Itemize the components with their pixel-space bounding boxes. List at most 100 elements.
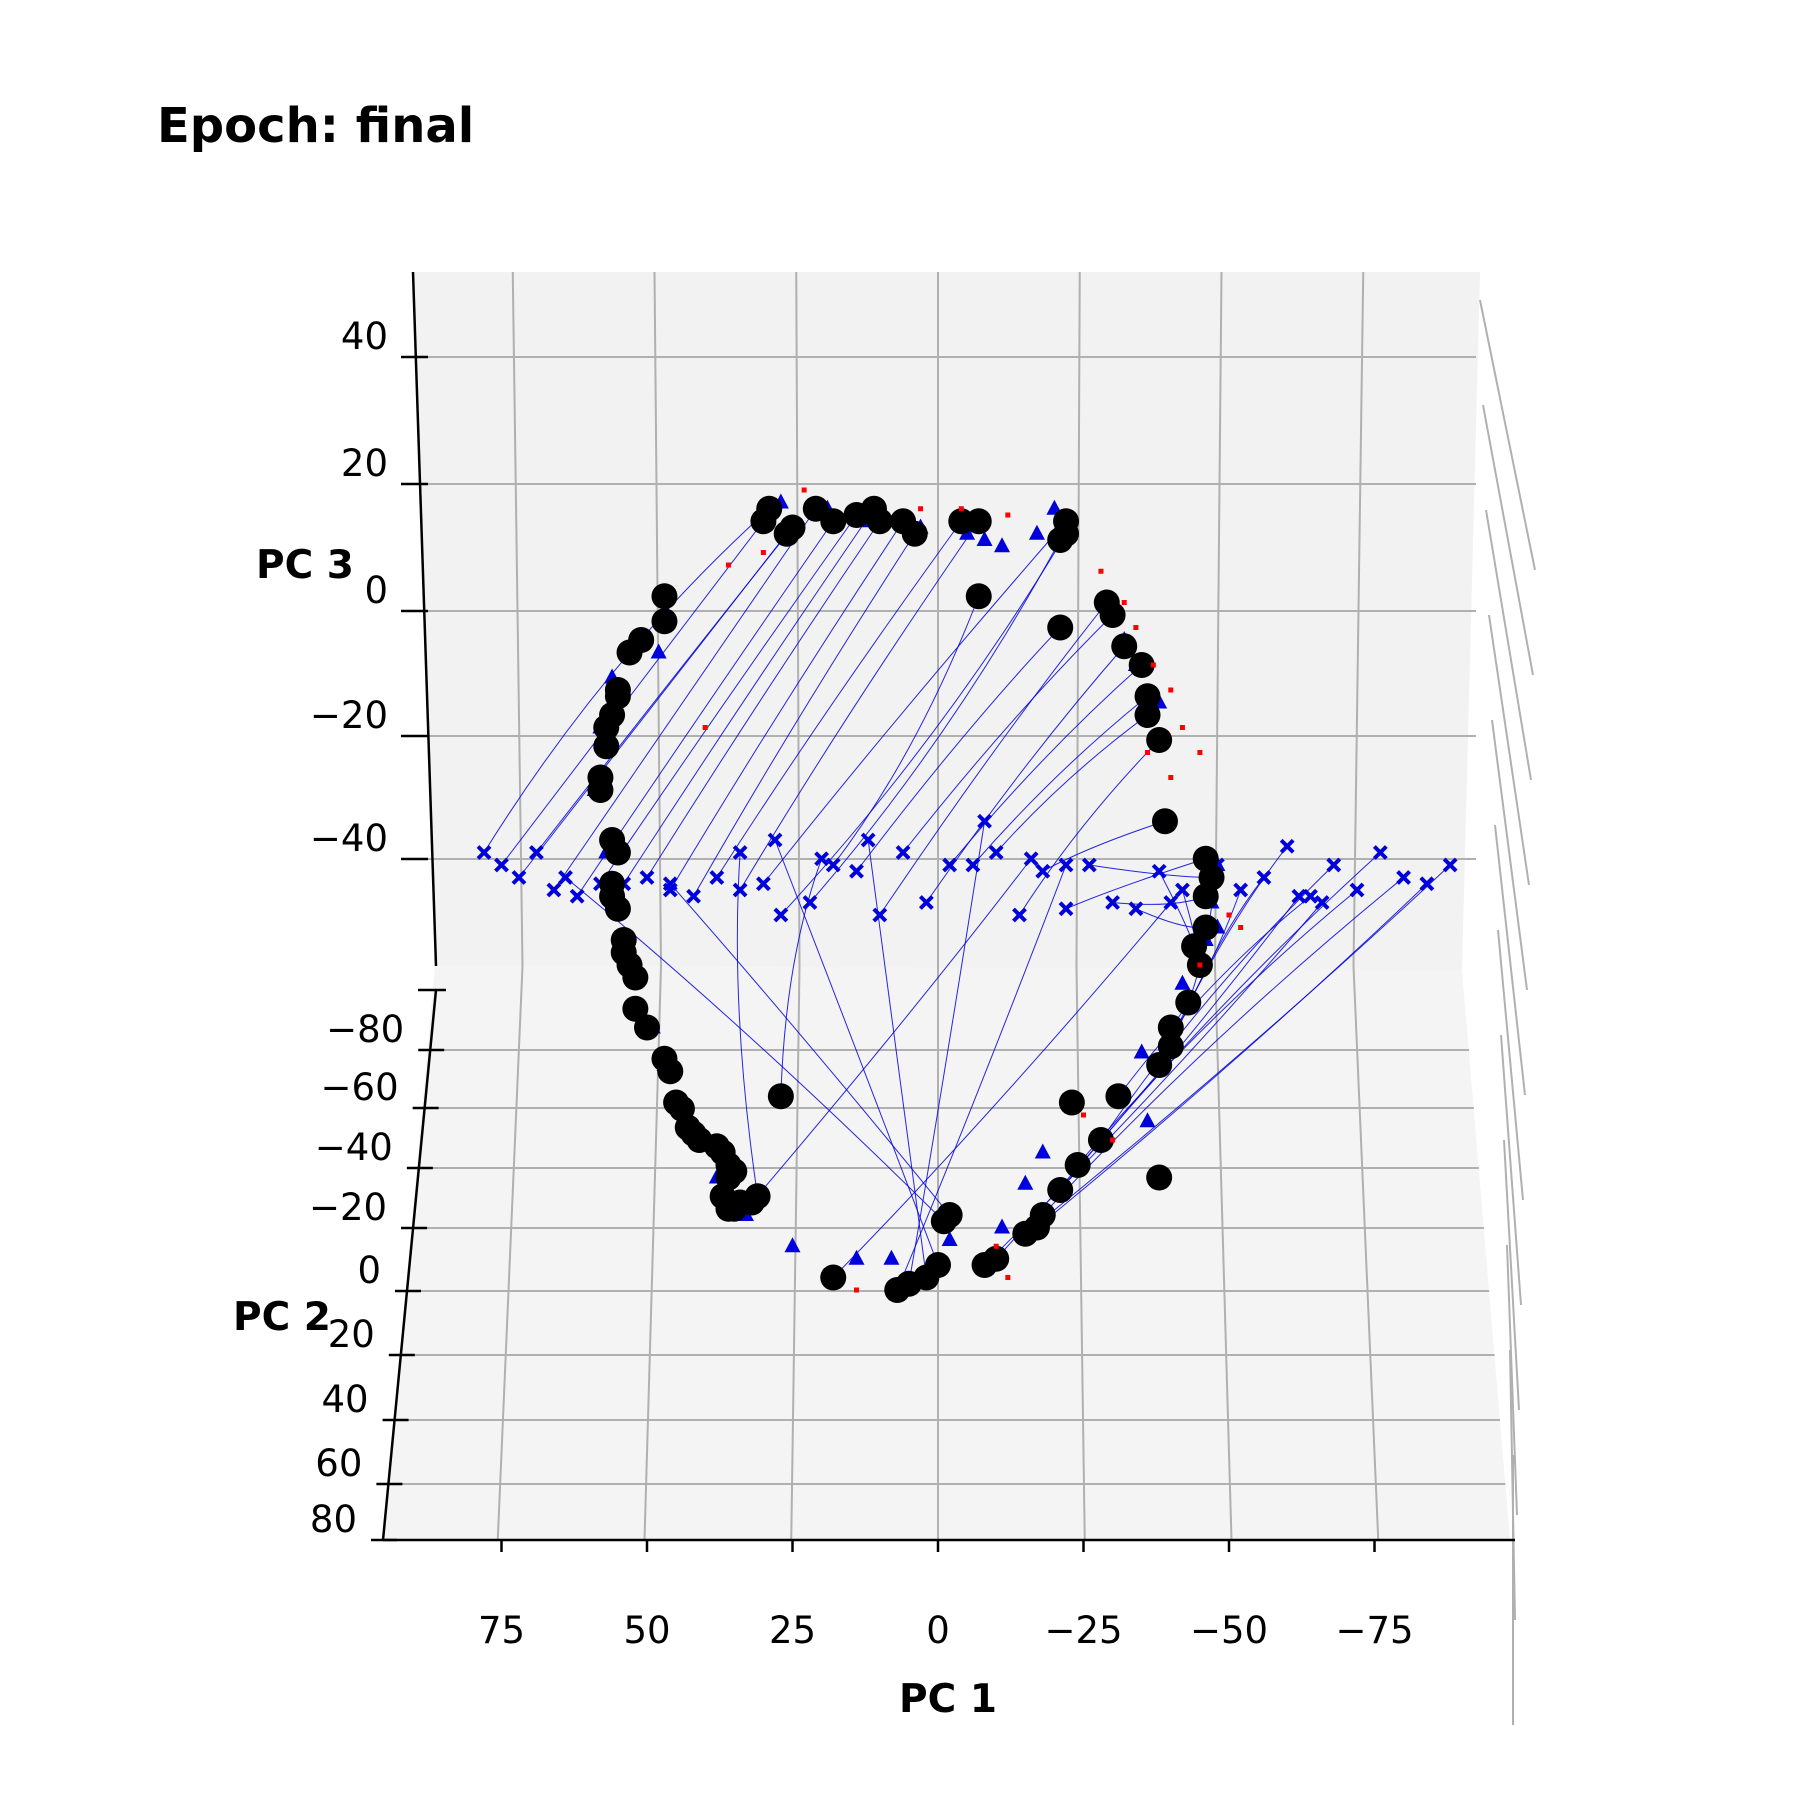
data-point-circle-93	[1058, 1089, 1085, 1116]
data-point-circle-20	[1111, 633, 1138, 660]
data-point-x-24	[1012, 907, 1027, 923]
data-point-x-45	[767, 832, 783, 848]
data-point-x-15	[802, 895, 818, 910]
y-tick-label-5: −20	[309, 1186, 387, 1229]
data-point-x-0	[476, 845, 492, 860]
data-point-circle-84	[593, 733, 620, 760]
data-point-square_small-1	[918, 506, 924, 512]
data-point-x-43	[1291, 888, 1307, 904]
grid-line-pc1-back-2	[795, 271, 801, 967]
data-point-circle-3	[779, 514, 806, 541]
data-point-circle-92	[651, 583, 678, 610]
back-pane	[413, 272, 1480, 970]
x-tick-label-3: 0	[926, 1609, 950, 1652]
trajectory-line-21	[949, 664, 1143, 866]
y-axis-title: PC 2	[233, 1295, 331, 1340]
data-point-triangle-20	[941, 1231, 958, 1246]
data-point-x-3	[529, 845, 544, 860]
data-point-circle-52	[767, 1083, 794, 1110]
trajectory-line-18	[879, 602, 1108, 916]
data-point-square_small-13	[1081, 1112, 1086, 1118]
data-point-circle-28	[1192, 883, 1219, 910]
data-point-square_small-23	[1197, 962, 1203, 968]
data-point-circle-72	[622, 995, 649, 1022]
data-point-square_small-4	[1098, 568, 1104, 574]
trajectory-line-19	[902, 614, 1113, 853]
data-point-circle-79	[599, 870, 626, 897]
data-point-x-52	[814, 851, 830, 867]
data-point-x-37	[1326, 857, 1342, 873]
trajectory-line-4	[553, 508, 817, 891]
data-point-x-35	[1279, 838, 1295, 854]
data-point-x-38	[1349, 882, 1365, 898]
data-point-x-10	[686, 888, 701, 904]
x-tick-label-1: 50	[623, 1609, 670, 1652]
data-point-circle-37	[1087, 1127, 1114, 1153]
trajectory-line-51	[669, 883, 951, 1216]
data-point-x-11	[709, 870, 725, 885]
z-tick-label-4: −40	[310, 817, 388, 860]
y-tick-label-4: 0	[357, 1249, 381, 1292]
data-point-circle-88	[604, 677, 631, 703]
data-point-square_small-6	[1133, 625, 1139, 630]
data-point-circle-42	[1012, 1220, 1039, 1247]
data-point-x-28	[1105, 895, 1121, 910]
data-point-circle-16	[965, 583, 992, 610]
data-point-x-13	[755, 876, 771, 892]
data-point-circle-8	[866, 508, 893, 535]
x-axis-title: PC 1	[899, 1677, 997, 1722]
trajectory-line-52	[780, 858, 823, 1097]
trajectory-line-23	[995, 714, 1148, 853]
data-point-x-20	[918, 895, 934, 910]
data-point-x-31	[1175, 882, 1190, 898]
data-point-circle-90	[628, 627, 655, 653]
data-point-x-21	[942, 857, 958, 873]
y-tick-label-7: −60	[321, 1066, 399, 1109]
data-point-square_small-12	[1238, 925, 1244, 930]
data-point-circle-81	[599, 827, 626, 853]
grid-line-pc1-back-4	[1075, 271, 1081, 967]
data-point-triangle-39	[1139, 1112, 1156, 1128]
trajectory-line-26	[1065, 858, 1206, 910]
z-tick-label-1: 20	[341, 442, 388, 485]
y-axis-line	[381, 989, 438, 1541]
chart-markers	[476, 487, 1458, 1303]
y-tick-label-2: 40	[321, 1378, 368, 1421]
data-point-x-18	[872, 907, 888, 923]
data-point-square_small-9	[1179, 725, 1185, 730]
data-point-x-16	[825, 857, 841, 873]
data-point-x-49	[1163, 895, 1179, 910]
data-point-triangle-7	[1028, 524, 1045, 540]
data-point-x-27	[1081, 857, 1097, 873]
data-point-circle-1	[750, 508, 777, 535]
data-point-circle-22	[1134, 683, 1161, 710]
trajectory-line-41	[1036, 883, 1428, 1228]
trajectory-line-15	[809, 539, 1061, 903]
data-point-x-44	[1314, 895, 1330, 910]
data-point-x-34	[1256, 870, 1272, 885]
data-point-x-51	[662, 876, 678, 892]
data-point-x-33	[1233, 882, 1249, 898]
z-tick-label-2: 0	[364, 569, 388, 612]
data-point-x-36	[1303, 888, 1318, 904]
data-point-circle-25	[1151, 808, 1178, 835]
trajectory-line-8	[646, 520, 881, 878]
data-point-x-4	[546, 882, 562, 898]
data-point-circle-10	[901, 520, 928, 547]
data-point-square_small-14	[1110, 1137, 1116, 1143]
grid-line-pc1-back-0	[511, 271, 524, 967]
data-point-circle-39	[1047, 1177, 1074, 1203]
y-tick-label-1: 60	[315, 1442, 362, 1485]
grid-line-side-5	[1494, 824, 1526, 1096]
data-point-x-14	[773, 907, 789, 923]
chart-ticks: 75 50 25 0 −25 −50 −75 40 20 0 −20 −40 80 60 40 20 0 −20 −…	[309, 315, 1414, 1652]
trajectory-line-16	[832, 596, 980, 866]
trajectory-line-25	[1042, 820, 1166, 872]
data-point-circle-94	[1146, 1164, 1173, 1191]
data-point-circle-32	[1175, 989, 1202, 1016]
x-tick-label-0: 75	[478, 1609, 525, 1652]
grid-line-side-9	[1506, 1244, 1518, 1516]
data-point-circle-91	[651, 608, 678, 635]
z-axis-line	[411, 271, 438, 967]
grid-line-side-0	[1479, 299, 1536, 571]
